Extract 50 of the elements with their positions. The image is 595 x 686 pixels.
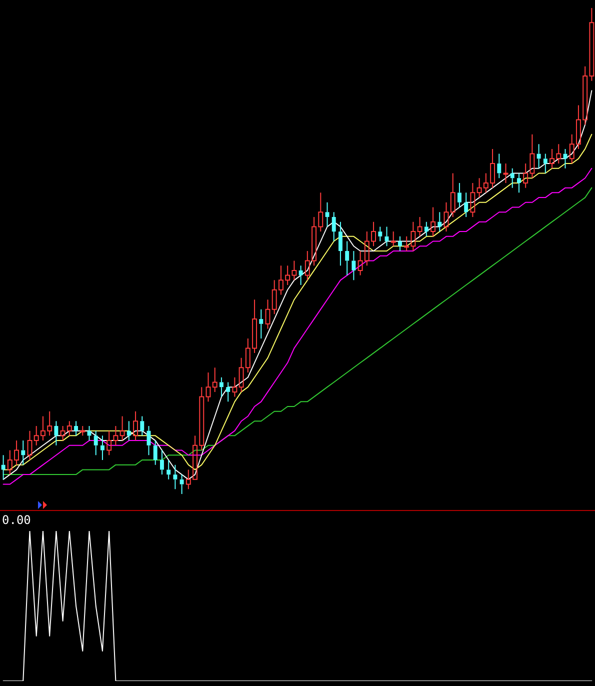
- candlestick: [74, 420, 78, 436]
- candlestick: [298, 265, 303, 286]
- candlestick: [133, 410, 138, 442]
- candlestick: [180, 474, 184, 494]
- candlestick: [259, 308, 264, 339]
- candlestick: [120, 416, 125, 442]
- candlestick: [398, 236, 402, 252]
- candlestick: [219, 376, 224, 398]
- candlestick: [332, 212, 336, 242]
- candlestick: [417, 216, 422, 237]
- candlestick: [497, 153, 502, 179]
- candlestick: [325, 202, 330, 228]
- candlestick: [232, 376, 238, 398]
- candlestick: [80, 425, 86, 436]
- candlestick: [153, 440, 158, 466]
- candlestick: [265, 299, 270, 330]
- candlestick: [140, 416, 144, 436]
- candlestick: [516, 172, 521, 194]
- candlestick: [450, 172, 456, 218]
- candlestick: [100, 435, 104, 460]
- candlestick: [444, 202, 449, 232]
- candlestick: [21, 440, 26, 466]
- candlestick: [166, 459, 171, 480]
- candlestick: [384, 226, 389, 247]
- candlestick: [338, 221, 342, 266]
- candlestick: [206, 372, 211, 402]
- candlestick: [352, 250, 356, 281]
- candlestick: [226, 382, 230, 402]
- candlestick: [503, 163, 508, 184]
- candlestick: [438, 212, 442, 232]
- candlestick: [430, 206, 436, 237]
- candlestick: [94, 430, 98, 456]
- candlestick: [536, 144, 541, 169]
- candlestick: [1, 454, 6, 480]
- candlestick: [212, 367, 218, 392]
- candlestick: [173, 464, 178, 490]
- candlestick: [424, 221, 428, 237]
- candlestick: [510, 168, 514, 188]
- candlestick: [27, 430, 32, 460]
- candlestick: [126, 420, 131, 442]
- candlestick: [457, 182, 462, 208]
- candlestick: [345, 240, 350, 276]
- candlestick: [543, 153, 548, 174]
- candlestick: [54, 420, 58, 446]
- candlestick: [470, 182, 476, 218]
- candlestick: [378, 226, 382, 242]
- candlestick: [464, 192, 468, 218]
- candlestick: [390, 231, 396, 247]
- candlestick: [160, 450, 164, 476]
- text: 0.00: [2, 513, 31, 527]
